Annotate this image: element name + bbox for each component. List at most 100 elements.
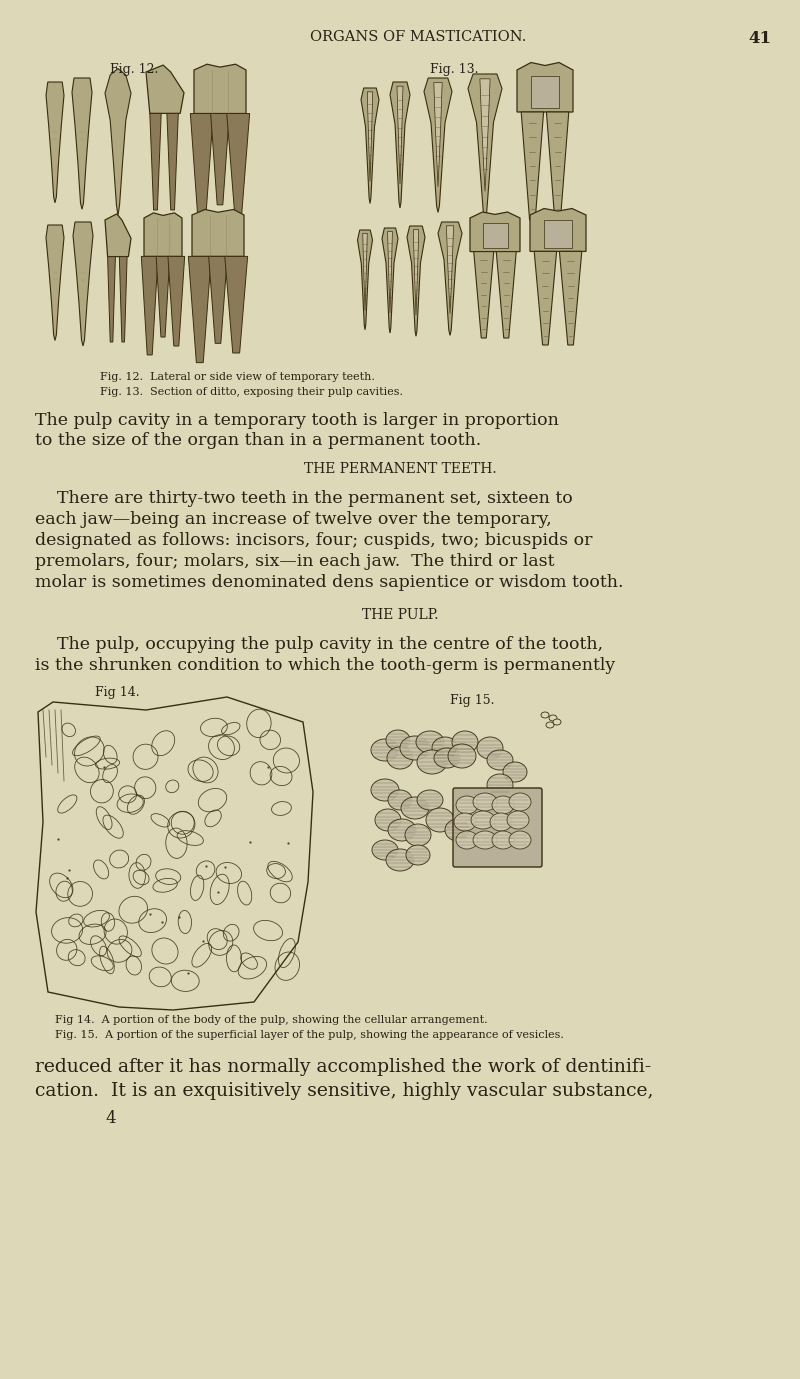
- Ellipse shape: [477, 736, 503, 758]
- Ellipse shape: [473, 832, 497, 849]
- Text: Fig 14.  A portion of the body of the pulp, showing the cellular arrangement.: Fig 14. A portion of the body of the pul…: [55, 1015, 488, 1025]
- Text: 4: 4: [105, 1110, 116, 1127]
- Polygon shape: [480, 79, 490, 192]
- Polygon shape: [468, 74, 502, 219]
- Text: Fig. 13.: Fig. 13.: [430, 63, 478, 76]
- Ellipse shape: [456, 832, 478, 849]
- Ellipse shape: [456, 796, 478, 814]
- Polygon shape: [544, 221, 572, 248]
- Polygon shape: [146, 65, 184, 113]
- Ellipse shape: [426, 808, 454, 832]
- Polygon shape: [397, 87, 403, 183]
- Ellipse shape: [417, 790, 443, 809]
- Polygon shape: [424, 79, 452, 212]
- Polygon shape: [142, 256, 158, 354]
- Ellipse shape: [487, 750, 513, 769]
- Polygon shape: [144, 212, 182, 256]
- Ellipse shape: [406, 845, 430, 865]
- Polygon shape: [167, 113, 178, 210]
- Text: Fig. 13.  Section of ditto, exposing their pulp cavities.: Fig. 13. Section of ditto, exposing thei…: [100, 387, 403, 397]
- Polygon shape: [150, 113, 161, 210]
- Ellipse shape: [417, 750, 447, 774]
- Polygon shape: [388, 232, 392, 313]
- Polygon shape: [358, 230, 373, 330]
- Polygon shape: [530, 208, 586, 251]
- Ellipse shape: [400, 736, 430, 760]
- Ellipse shape: [509, 832, 531, 849]
- Polygon shape: [105, 69, 131, 215]
- Polygon shape: [559, 251, 582, 345]
- Polygon shape: [522, 112, 544, 221]
- Text: each jaw—being an increase of twelve over the temporary,: each jaw—being an increase of twelve ove…: [35, 512, 552, 528]
- Polygon shape: [107, 256, 115, 342]
- Polygon shape: [46, 81, 64, 203]
- Polygon shape: [534, 251, 557, 345]
- Ellipse shape: [371, 739, 399, 761]
- Polygon shape: [190, 113, 214, 225]
- Ellipse shape: [416, 731, 444, 753]
- Ellipse shape: [452, 731, 478, 753]
- Polygon shape: [188, 256, 211, 363]
- Polygon shape: [434, 83, 442, 186]
- Ellipse shape: [473, 793, 497, 811]
- Polygon shape: [72, 79, 92, 210]
- Ellipse shape: [509, 793, 531, 811]
- Text: ORGANS OF MASTICATION.: ORGANS OF MASTICATION.: [310, 30, 526, 44]
- Text: 41: 41: [748, 30, 771, 47]
- Ellipse shape: [471, 811, 495, 829]
- Ellipse shape: [549, 714, 557, 721]
- Polygon shape: [210, 113, 230, 205]
- Polygon shape: [105, 214, 131, 256]
- Ellipse shape: [375, 809, 401, 832]
- Text: premolars, four; molars, six—in each jaw.  The third or last: premolars, four; molars, six—in each jaw…: [35, 553, 554, 570]
- Polygon shape: [517, 62, 573, 112]
- Polygon shape: [192, 210, 244, 256]
- Polygon shape: [438, 222, 462, 335]
- Text: to the size of the organ than in a permanent tooth.: to the size of the organ than in a perma…: [35, 432, 482, 450]
- Ellipse shape: [487, 774, 513, 796]
- Polygon shape: [156, 256, 170, 336]
- Ellipse shape: [371, 779, 399, 801]
- Polygon shape: [407, 226, 425, 336]
- Text: Fig. 15.  A portion of the superficial layer of the pulp, showing the appearance: Fig. 15. A portion of the superficial la…: [55, 1030, 564, 1040]
- Text: There are thirty-two teeth in the permanent set, sixteen to: There are thirty-two teeth in the perman…: [35, 490, 573, 507]
- Polygon shape: [482, 223, 507, 248]
- Polygon shape: [73, 222, 93, 346]
- Ellipse shape: [490, 814, 512, 832]
- Text: Fig 15.: Fig 15.: [450, 694, 494, 707]
- Polygon shape: [225, 256, 248, 353]
- Polygon shape: [194, 65, 246, 113]
- Ellipse shape: [503, 763, 527, 782]
- Ellipse shape: [507, 811, 529, 829]
- Text: Fig. 12.: Fig. 12.: [110, 63, 158, 76]
- Ellipse shape: [448, 745, 476, 768]
- Ellipse shape: [386, 849, 414, 872]
- Ellipse shape: [492, 796, 514, 814]
- Polygon shape: [446, 226, 454, 314]
- Polygon shape: [531, 76, 559, 108]
- Ellipse shape: [387, 747, 413, 769]
- Ellipse shape: [372, 840, 398, 860]
- Ellipse shape: [541, 712, 549, 718]
- Polygon shape: [367, 92, 373, 182]
- Text: is the shrunken condition to which the tooth-germ is permanently: is the shrunken condition to which the t…: [35, 656, 615, 674]
- Polygon shape: [36, 696, 313, 1009]
- Polygon shape: [546, 112, 569, 221]
- Ellipse shape: [401, 797, 429, 819]
- Ellipse shape: [546, 723, 554, 728]
- Ellipse shape: [432, 736, 458, 758]
- Text: cation.  It is an exquisitively sensitive, highly vascular substance,: cation. It is an exquisitively sensitive…: [35, 1083, 654, 1100]
- Ellipse shape: [386, 729, 410, 750]
- Polygon shape: [414, 230, 418, 316]
- Ellipse shape: [405, 825, 431, 845]
- Polygon shape: [474, 251, 494, 338]
- Ellipse shape: [388, 790, 412, 809]
- Polygon shape: [390, 81, 410, 208]
- Text: The pulp, occupying the pulp cavity in the centre of the tooth,: The pulp, occupying the pulp cavity in t…: [35, 636, 603, 654]
- Text: THE PULP.: THE PULP.: [362, 608, 438, 622]
- FancyBboxPatch shape: [453, 787, 542, 867]
- Polygon shape: [362, 233, 367, 310]
- Text: THE PERMANENT TEETH.: THE PERMANENT TEETH.: [304, 462, 496, 476]
- Text: reduced after it has normally accomplished the work of dentinifi-: reduced after it has normally accomplish…: [35, 1058, 651, 1076]
- Ellipse shape: [434, 747, 460, 768]
